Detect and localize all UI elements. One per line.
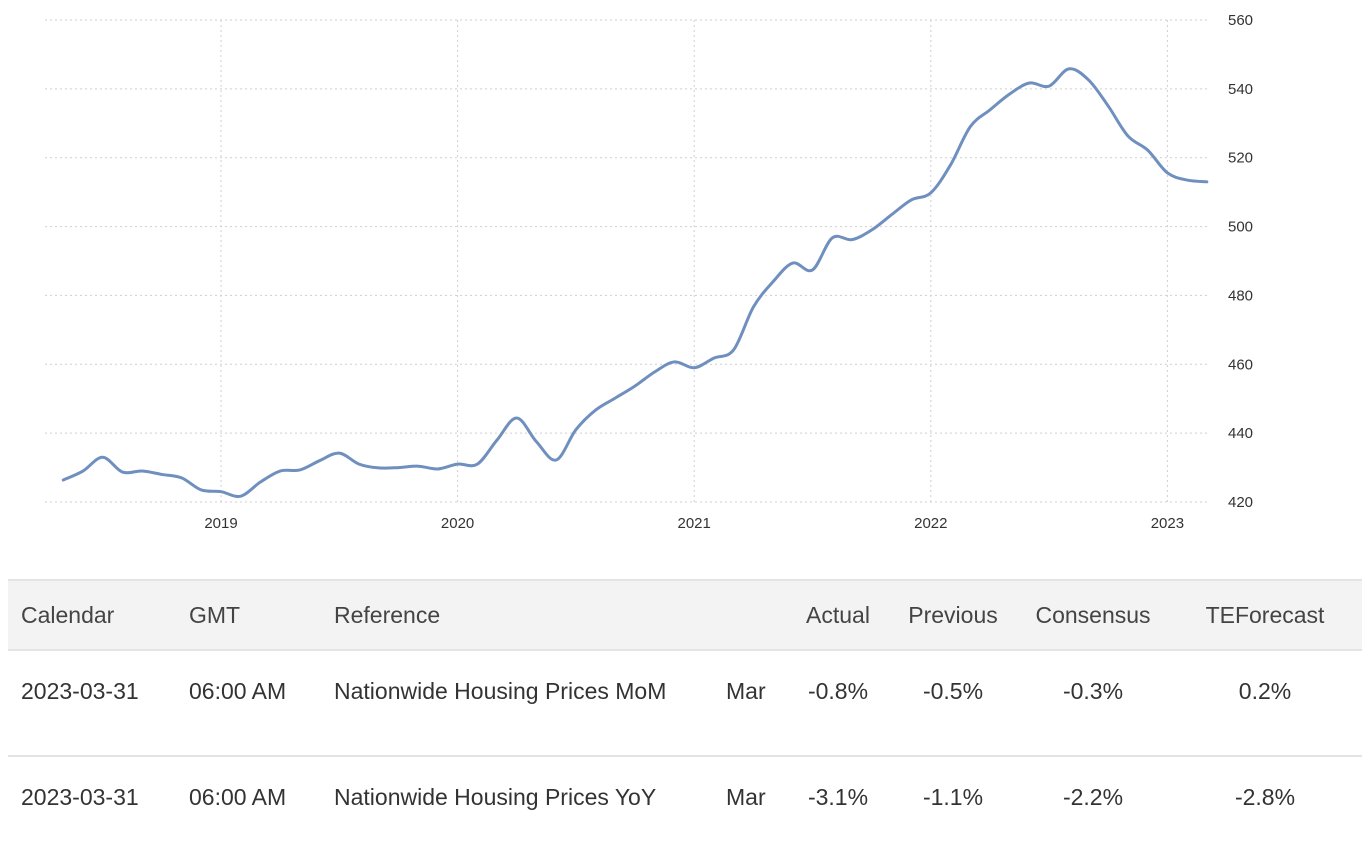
x-tick-label: 2022 [914, 515, 947, 532]
y-tick-label: 460 [1228, 356, 1253, 373]
header-period [713, 580, 788, 650]
header-previous[interactable]: Previous [908, 601, 998, 628]
cell-reference[interactable]: Nationwide Housing Prices MoM [334, 678, 667, 704]
table-header-row: Calendar GMT Reference Actual Previous C… [8, 580, 1362, 650]
calendar-table: Calendar GMT Reference Actual Previous C… [8, 579, 1362, 844]
cell-actual: -0.8% [807, 678, 869, 704]
x-tick-label: 2023 [1151, 515, 1184, 532]
y-tick-label: 560 [1228, 12, 1253, 29]
cell-teforecast: 0.2% [1238, 678, 1292, 704]
y-tick-label: 500 [1228, 219, 1253, 236]
y-tick-label: 440 [1228, 425, 1253, 442]
cell-gmt: 06:00 AM [189, 678, 287, 704]
cell-period: Mar [726, 784, 766, 810]
y-tick-label: 420 [1228, 494, 1253, 511]
cell-reference[interactable]: Nationwide Housing Prices YoY [334, 784, 657, 810]
y-tick-label: 480 [1228, 287, 1253, 304]
header-gmt[interactable]: GMT [189, 601, 241, 628]
cell-calendar: 2023-03-31 [21, 678, 139, 704]
housing-price-chart: 420 440 460 480 500 520 540 560 2019 2020 2021 2022… [45, 12, 1253, 532]
cell-period: Mar [726, 678, 766, 704]
table-row: 2023-03-31 06:00 AM Nationwide Housing P… [8, 650, 1362, 756]
y-tick-label: 540 [1228, 81, 1253, 98]
x-tick-label: 2021 [678, 515, 711, 532]
cell-teforecast: -2.8% [1234, 784, 1296, 810]
cell-consensus: -2.2% [1062, 784, 1124, 810]
header-actual[interactable]: Actual [806, 601, 870, 628]
header-teforecast[interactable]: TEForecast [1205, 601, 1325, 628]
series-line [61, 67, 1209, 498]
header-reference[interactable]: Reference [334, 601, 441, 628]
table-row: 2023-03-31 06:00 AM Nationwide Housing P… [8, 756, 1362, 844]
header-calendar[interactable]: Calendar [21, 601, 115, 628]
header-consensus[interactable]: Consensus [1035, 601, 1151, 628]
cell-consensus: -0.3% [1062, 678, 1124, 704]
cell-previous: -1.1% [922, 784, 984, 810]
cell-previous: -0.5% [922, 678, 984, 704]
cell-gmt: 06:00 AM [189, 784, 287, 810]
x-tick-label: 2020 [441, 515, 474, 532]
y-tick-label: 520 [1228, 150, 1253, 167]
cell-actual: -3.1% [807, 784, 869, 810]
x-tick-label: 2019 [204, 515, 237, 532]
cell-calendar: 2023-03-31 [21, 784, 139, 810]
